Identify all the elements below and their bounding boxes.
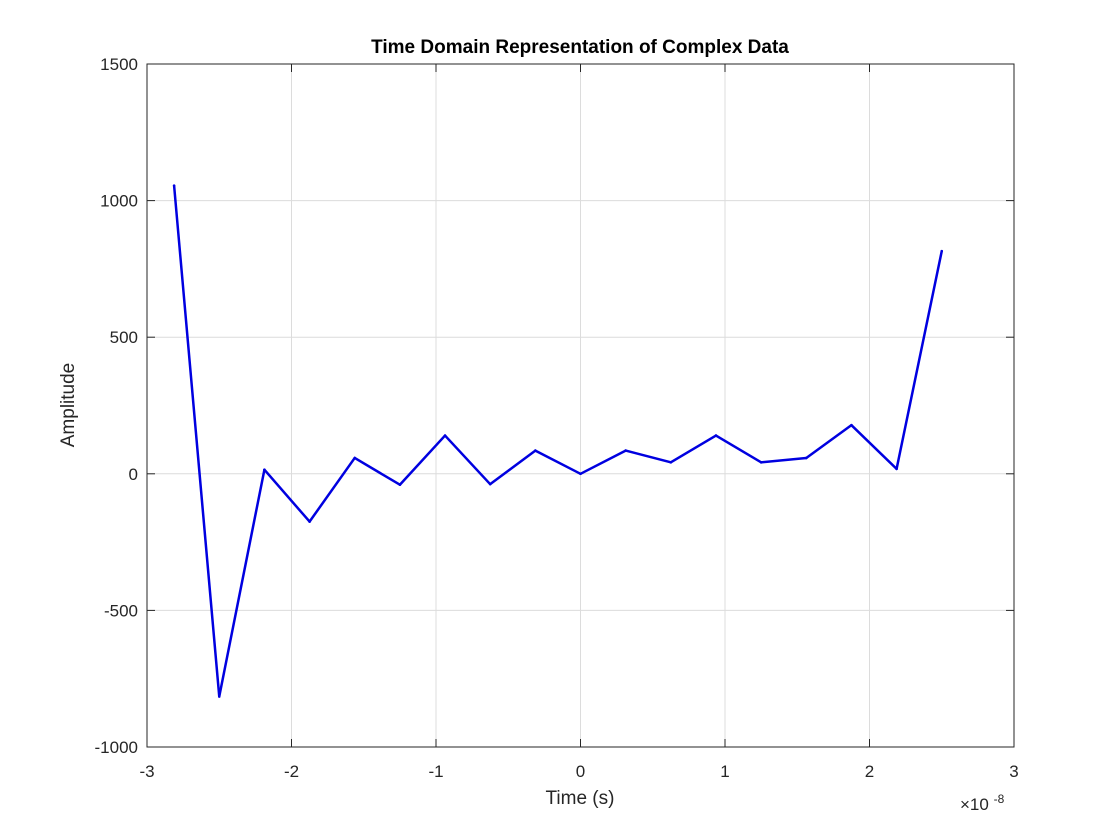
data-point <box>172 184 176 187</box>
data-point <box>488 482 492 486</box>
data-point <box>353 456 356 460</box>
series-segment <box>624 449 673 464</box>
series-segment <box>353 456 402 486</box>
series-segment <box>218 468 266 698</box>
x-tick-label: 0 <box>576 762 585 781</box>
series-segment <box>895 249 943 471</box>
data-point <box>805 456 808 460</box>
data-point <box>895 467 898 471</box>
y-tick-label: 0 <box>129 465 138 484</box>
series-segment <box>579 449 627 476</box>
series-layer <box>172 184 943 698</box>
data-point <box>669 461 673 464</box>
y-tick-label: 1000 <box>100 192 138 211</box>
series-segment <box>172 184 221 698</box>
x-tick-label: 3 <box>1009 762 1018 781</box>
x-exponent-label: ×10 -8 <box>960 792 1005 814</box>
data-point <box>398 483 402 486</box>
series-segment <box>398 434 447 486</box>
y-tick-label: 1500 <box>100 55 138 74</box>
data-point <box>850 423 853 427</box>
data-point <box>443 434 447 437</box>
x-tick-label: 2 <box>865 762 874 781</box>
series-segment <box>308 456 356 523</box>
x-exponent-power: -8 <box>994 792 1005 806</box>
series-segment <box>759 456 808 464</box>
series-line <box>172 184 943 698</box>
y-tick-label: -1000 <box>95 738 138 757</box>
data-point <box>534 449 537 452</box>
series-segment <box>714 434 763 464</box>
data-point <box>624 449 627 452</box>
series-segment <box>669 434 718 464</box>
data-point <box>218 695 221 698</box>
x-tick-label: -3 <box>139 762 154 781</box>
x-exponent-prefix: ×10 <box>960 795 989 814</box>
series-segment <box>805 423 853 460</box>
y-tick-label: 500 <box>110 328 138 347</box>
y-tick-label: -500 <box>104 601 138 620</box>
chart-title: Time Domain Representation of Complex Da… <box>371 37 789 58</box>
data-point <box>308 520 311 523</box>
x-tick-label: 1 <box>720 762 729 781</box>
data-point <box>579 472 582 476</box>
data-point <box>263 468 266 471</box>
series-segment <box>263 468 311 523</box>
data-point <box>940 249 943 253</box>
data-point <box>714 434 718 437</box>
series-segment <box>488 449 537 486</box>
y-axis-label: Amplitude <box>58 363 79 448</box>
x-tick-label: -1 <box>428 762 443 781</box>
series-segment <box>534 449 582 476</box>
x-axis-label: Time (s) <box>546 788 615 809</box>
series-segment <box>850 423 898 471</box>
ticks: -3 -2 -1 0 1 2 3 -1000 -500 0 500 1000 1500 <box>95 55 1019 781</box>
x-tick-label: -2 <box>284 762 299 781</box>
series-segment <box>443 434 492 486</box>
data-point <box>759 461 763 464</box>
